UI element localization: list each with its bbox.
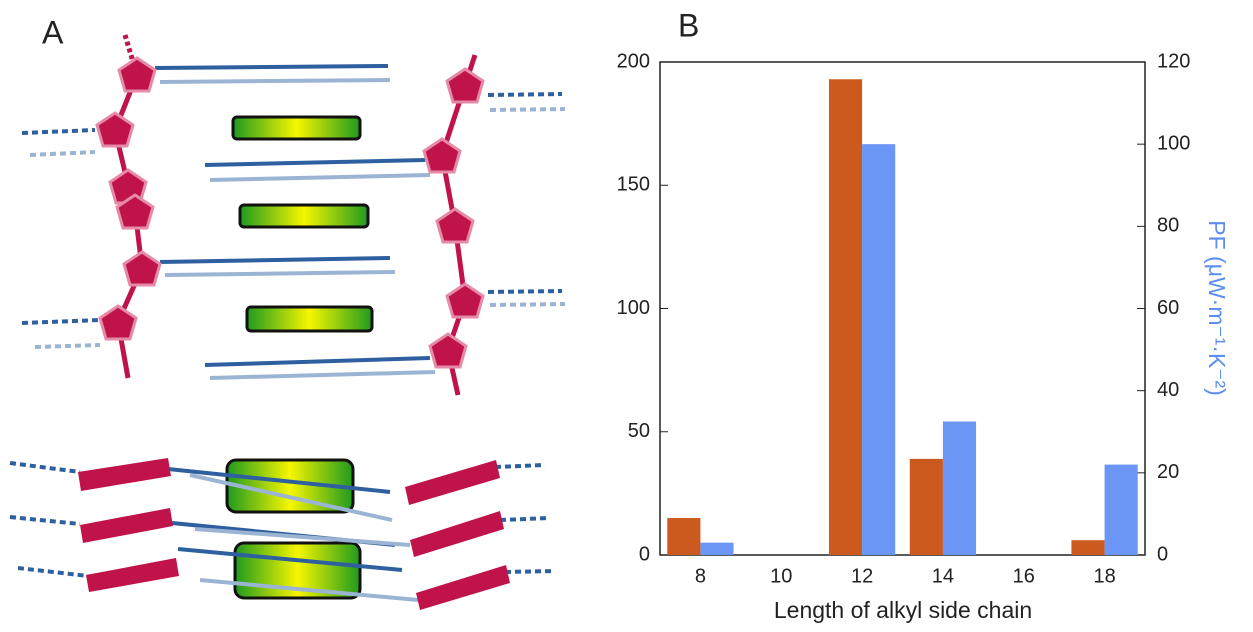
bar bbox=[942, 421, 977, 555]
x-tick-label: 14 bbox=[932, 565, 954, 587]
x-tick-label: 16 bbox=[1013, 565, 1035, 587]
bar bbox=[700, 542, 734, 555]
y2-axis-label: PF (μW·m⁻¹·K⁻²) bbox=[1204, 220, 1230, 395]
bar bbox=[909, 458, 943, 555]
y-tick-label: 100 bbox=[617, 297, 650, 319]
bar bbox=[1104, 464, 1138, 555]
y2-tick-label: 100 bbox=[1157, 132, 1190, 154]
panel-label: A bbox=[42, 14, 64, 50]
panel-label: B bbox=[678, 7, 699, 43]
y2-tick-label: 60 bbox=[1157, 297, 1179, 319]
molecular-diagram bbox=[9, 34, 566, 610]
y-tick-label: 150 bbox=[617, 174, 650, 196]
y-tick-label: 50 bbox=[628, 420, 650, 442]
y2-tick-label: 20 bbox=[1157, 461, 1179, 483]
y2-tick-label: 0 bbox=[1157, 543, 1168, 565]
x-axis-label: Length of alkyl side chain bbox=[774, 597, 1032, 623]
y-tick-label: 200 bbox=[617, 50, 650, 72]
plot-frame bbox=[659, 61, 1146, 556]
y2-tick-label: 40 bbox=[1157, 379, 1179, 401]
bar bbox=[1071, 540, 1105, 555]
y-tick-label: 0 bbox=[639, 543, 650, 565]
x-tick-label: 10 bbox=[770, 565, 792, 587]
x-tick-label: 12 bbox=[851, 565, 873, 587]
bar bbox=[862, 144, 896, 555]
y2-tick-label: 120 bbox=[1157, 50, 1190, 72]
x-tick-label: 8 bbox=[695, 565, 706, 587]
bar bbox=[828, 79, 863, 555]
x-tick-label: 18 bbox=[1093, 565, 1115, 587]
y2-tick-label: 80 bbox=[1157, 215, 1179, 237]
bar bbox=[667, 518, 701, 555]
